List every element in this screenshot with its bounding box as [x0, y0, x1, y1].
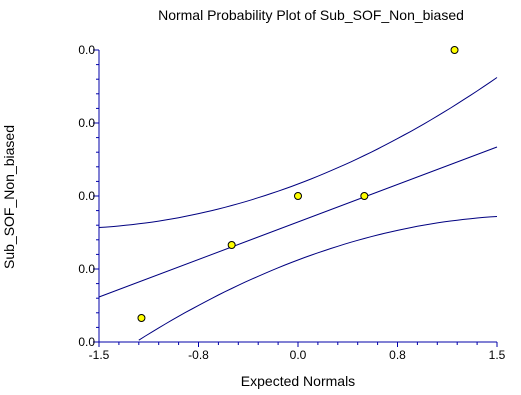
y-tick-label: 0.0: [78, 43, 95, 57]
data-point: [227, 241, 236, 249]
x-tick-label: 0.0: [290, 348, 307, 362]
x-tick-label: -1.5: [89, 348, 110, 362]
x-tick-label: 1.5: [489, 348, 506, 362]
y-tick-label: 0.0: [78, 335, 95, 349]
x-tick-label: -0.8: [188, 348, 209, 362]
y-axis-label: Sub_SOF_Non_biased: [1, 125, 17, 269]
data-point: [294, 192, 302, 200]
chart-title: Normal Probability Plot of Sub_SOF_Non_b…: [158, 7, 464, 23]
data-point: [360, 192, 369, 200]
y-tick-label: 0.0: [78, 262, 95, 276]
upper-confidence-band: [98, 77, 498, 228]
plot-area: 0.00.00.00.00.0-1.5 -0.8 0.0 0.8 1.5: [78, 43, 505, 362]
lower-confidence-band: [138, 216, 498, 341]
reference-line: [98, 146, 498, 298]
y-tick-label: 0.0: [78, 189, 95, 203]
data-point: [137, 314, 146, 322]
y-tick-label: 0.0: [78, 116, 95, 130]
x-tick-label: 0.8: [389, 348, 406, 362]
data-point: [450, 46, 459, 54]
x-axis-label: Expected Normals: [241, 373, 355, 389]
